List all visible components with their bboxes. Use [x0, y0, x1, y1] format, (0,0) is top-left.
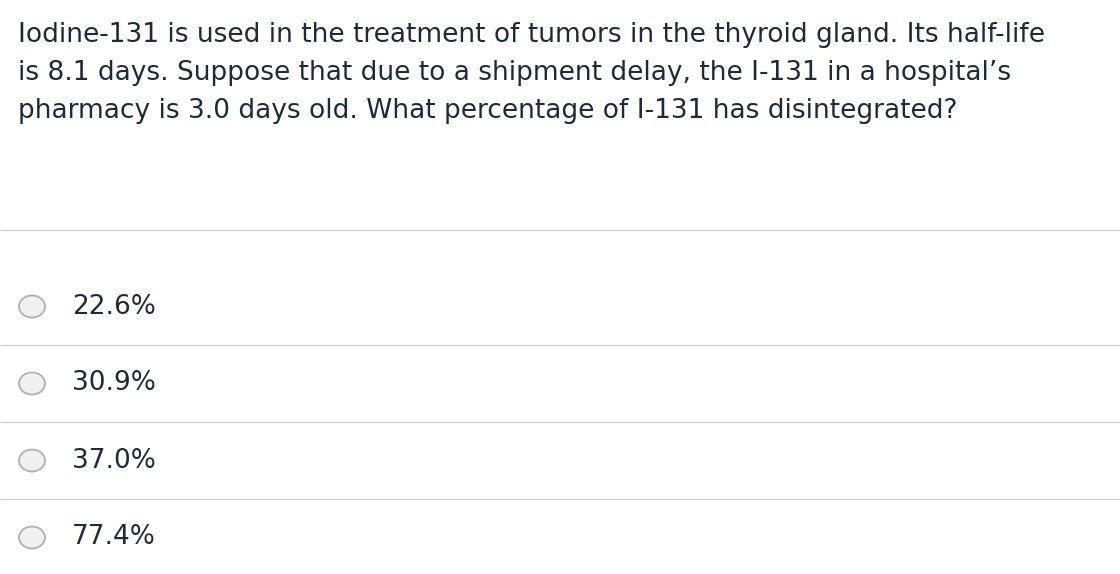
Text: 37.0%: 37.0% — [72, 448, 156, 474]
Text: pharmacy is 3.0 days old. What percentage of I-131 has disintegrated?: pharmacy is 3.0 days old. What percentag… — [18, 98, 958, 124]
Ellipse shape — [19, 296, 45, 317]
Text: Iodine-131 is used in the treatment of tumors in the thyroid gland. Its half-lif: Iodine-131 is used in the treatment of t… — [18, 22, 1045, 48]
Ellipse shape — [19, 373, 45, 394]
Ellipse shape — [19, 526, 45, 549]
Text: is 8.1 days. Suppose that due to a shipment delay, the I-131 in a hospital’s: is 8.1 days. Suppose that due to a shipm… — [18, 60, 1011, 86]
Text: 77.4%: 77.4% — [72, 525, 156, 550]
Text: 22.6%: 22.6% — [72, 293, 156, 320]
Text: 30.9%: 30.9% — [72, 370, 156, 397]
Ellipse shape — [19, 449, 45, 471]
